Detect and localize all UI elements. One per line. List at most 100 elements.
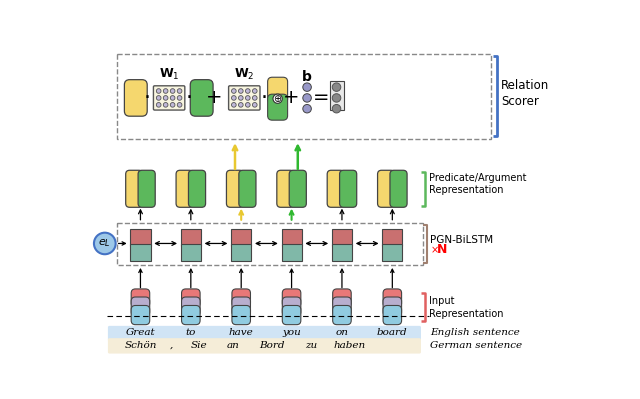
Text: Great: Great: [125, 328, 156, 337]
FancyBboxPatch shape: [176, 170, 193, 207]
Circle shape: [332, 105, 340, 113]
Text: $\oplus$: $\oplus$: [273, 93, 282, 104]
FancyBboxPatch shape: [188, 170, 205, 207]
Circle shape: [163, 103, 168, 107]
FancyBboxPatch shape: [327, 170, 344, 207]
Circle shape: [239, 103, 243, 107]
Circle shape: [246, 96, 250, 100]
FancyBboxPatch shape: [138, 170, 156, 207]
Bar: [382, 244, 403, 261]
Text: $\times$: $\times$: [430, 244, 440, 255]
FancyBboxPatch shape: [383, 297, 401, 316]
Circle shape: [177, 89, 182, 93]
FancyBboxPatch shape: [124, 80, 147, 116]
Text: PGN-BiLSTM: PGN-BiLSTM: [430, 235, 493, 245]
Circle shape: [246, 89, 250, 93]
Text: $\mathbf{W}_1$: $\mathbf{W}_1$: [159, 67, 179, 82]
Bar: [282, 244, 301, 261]
FancyBboxPatch shape: [277, 170, 294, 207]
FancyBboxPatch shape: [108, 326, 421, 341]
FancyBboxPatch shape: [182, 289, 200, 307]
FancyBboxPatch shape: [232, 289, 250, 307]
FancyBboxPatch shape: [282, 297, 301, 316]
Circle shape: [156, 96, 161, 100]
Text: board: board: [377, 328, 408, 337]
Circle shape: [170, 96, 175, 100]
FancyBboxPatch shape: [282, 306, 301, 325]
Text: German sentence: German sentence: [430, 341, 522, 350]
Bar: [180, 229, 201, 246]
Bar: [131, 244, 150, 261]
Circle shape: [163, 89, 168, 93]
Circle shape: [273, 94, 282, 103]
Text: +: +: [206, 89, 222, 107]
Bar: [231, 229, 252, 246]
Circle shape: [252, 89, 257, 93]
Text: Bord: Bord: [259, 341, 285, 350]
Circle shape: [163, 96, 168, 100]
FancyBboxPatch shape: [333, 306, 351, 325]
Bar: [330, 81, 344, 110]
Text: ·: ·: [186, 88, 193, 108]
Text: Relation
Scorer: Relation Scorer: [501, 79, 549, 108]
Circle shape: [156, 89, 161, 93]
Circle shape: [232, 89, 236, 93]
FancyBboxPatch shape: [268, 94, 287, 120]
Circle shape: [170, 89, 175, 93]
Bar: [282, 229, 301, 246]
Circle shape: [332, 94, 340, 102]
Text: English sentence: English sentence: [430, 328, 520, 337]
FancyBboxPatch shape: [190, 80, 213, 116]
FancyBboxPatch shape: [383, 289, 401, 307]
FancyBboxPatch shape: [125, 170, 143, 207]
FancyBboxPatch shape: [289, 170, 307, 207]
Text: N: N: [436, 243, 447, 256]
Text: $e_L$: $e_L$: [99, 237, 111, 249]
Text: Sie: Sie: [190, 341, 207, 350]
Circle shape: [303, 105, 311, 113]
Bar: [180, 244, 201, 261]
Text: $\mathbf{b}$: $\mathbf{b}$: [301, 69, 313, 84]
Text: have: have: [229, 328, 253, 337]
Circle shape: [246, 103, 250, 107]
Text: Schön: Schön: [124, 341, 157, 350]
Circle shape: [177, 96, 182, 100]
FancyBboxPatch shape: [108, 338, 421, 354]
Text: zu: zu: [305, 341, 317, 350]
Text: Input
Representation: Input Representation: [429, 296, 503, 318]
FancyBboxPatch shape: [182, 297, 200, 316]
Bar: [332, 244, 352, 261]
Bar: [231, 244, 252, 261]
FancyBboxPatch shape: [228, 86, 260, 110]
Text: an: an: [227, 341, 240, 350]
Text: $\mathbf{W}_2$: $\mathbf{W}_2$: [234, 67, 255, 82]
Circle shape: [170, 103, 175, 107]
FancyBboxPatch shape: [182, 306, 200, 325]
Circle shape: [252, 96, 257, 100]
FancyBboxPatch shape: [131, 289, 150, 307]
Text: Predicate/Argument
Representation: Predicate/Argument Representation: [429, 173, 526, 196]
Circle shape: [303, 83, 311, 91]
FancyBboxPatch shape: [333, 289, 351, 307]
FancyBboxPatch shape: [131, 297, 150, 316]
FancyBboxPatch shape: [378, 170, 395, 207]
FancyBboxPatch shape: [340, 170, 356, 207]
FancyBboxPatch shape: [232, 297, 250, 316]
Text: ·: ·: [143, 88, 150, 108]
FancyBboxPatch shape: [239, 170, 256, 207]
Circle shape: [232, 96, 236, 100]
Text: haben: haben: [333, 341, 366, 350]
Bar: [332, 229, 352, 246]
Bar: [131, 229, 150, 246]
Text: =: =: [313, 89, 329, 107]
FancyBboxPatch shape: [383, 306, 401, 325]
Circle shape: [156, 103, 161, 107]
FancyBboxPatch shape: [333, 297, 351, 316]
Circle shape: [332, 83, 340, 91]
Circle shape: [232, 103, 236, 107]
FancyBboxPatch shape: [268, 77, 287, 103]
Text: on: on: [335, 328, 348, 337]
FancyBboxPatch shape: [282, 289, 301, 307]
Bar: [117, 223, 423, 265]
FancyBboxPatch shape: [232, 306, 250, 325]
